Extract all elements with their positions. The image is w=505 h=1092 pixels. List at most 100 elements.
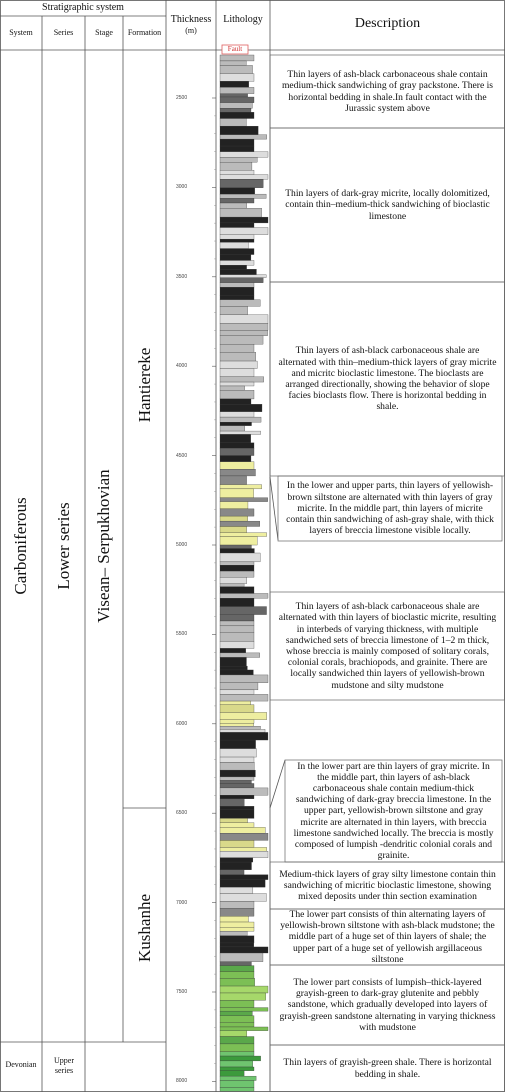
lithology-layer — [219, 544, 252, 549]
lithology-layer — [219, 965, 255, 972]
lithology-layer — [219, 461, 255, 470]
thickness-label: 7000 — [176, 899, 188, 906]
lithology-layer — [219, 411, 255, 418]
lithology-layer — [219, 488, 254, 498]
header-series: Series — [53, 28, 74, 37]
lithology-layer — [219, 187, 255, 195]
lithology-layer — [219, 170, 255, 175]
header-thickness: Thickness — [170, 14, 212, 25]
lithology-layer — [219, 818, 248, 823]
lithology-layer — [219, 360, 258, 369]
lithology-layer — [219, 323, 269, 331]
lithology-layer — [219, 712, 267, 720]
lithology-layer — [219, 809, 255, 819]
description-text: In the lower part are thin layers of gra… — [286, 761, 501, 861]
lithology-layer — [219, 665, 248, 671]
fault-label: Fault — [227, 45, 243, 53]
lithology-layer — [219, 840, 255, 848]
lithology-layer — [219, 1066, 255, 1071]
lithology-layer — [219, 448, 255, 456]
lithology-layer — [219, 162, 253, 171]
lithology-layer — [219, 641, 255, 649]
thickness-label: 7500 — [176, 989, 188, 995]
description-text: Medium-thick layers of gray silty limest… — [271, 863, 504, 908]
lithology-layer — [219, 398, 252, 405]
header-lithology: Lithology — [223, 14, 263, 25]
description-text: Thin layers of ash-black carbonaceous sh… — [271, 283, 504, 475]
lithology-layer — [219, 174, 269, 180]
lithology-layer — [219, 935, 255, 944]
lithology-layer — [219, 625, 255, 633]
lithology-layer — [219, 234, 255, 240]
lithology-layer — [219, 723, 254, 727]
lithology-layer — [219, 674, 269, 683]
lithology-layer — [219, 299, 261, 307]
thickness-label: 5000 — [176, 542, 188, 548]
lithology-layer — [219, 694, 269, 702]
thickness-label: 6000 — [176, 720, 188, 727]
lithology-layer — [219, 216, 269, 224]
lithology-layer — [219, 851, 269, 858]
lithology-layer — [219, 783, 255, 789]
lithology-layer — [219, 1075, 257, 1081]
lithology-layer — [219, 532, 267, 537]
lithology-layer — [219, 1015, 255, 1023]
lithology-layer — [219, 869, 245, 875]
lithology-layer — [219, 806, 255, 810]
lithology-layer — [219, 295, 255, 300]
lithology-layer — [219, 1036, 255, 1045]
lithology-layer — [219, 376, 264, 383]
lithology-layer — [219, 416, 262, 423]
lithology-layer — [219, 260, 255, 266]
formation-label: Kushanhe — [135, 894, 154, 962]
lithology-layer — [219, 1030, 248, 1037]
lithology-layer — [219, 134, 267, 140]
lithology-layer — [219, 632, 255, 642]
lithology-layer — [219, 946, 269, 954]
lithology-layer — [219, 565, 255, 572]
lithology-layer — [219, 404, 263, 412]
lithology-layer — [219, 583, 245, 587]
fault-box — [221, 44, 249, 55]
lithology-layer — [219, 469, 256, 477]
lithology-layer — [219, 227, 269, 235]
lithology-layer — [219, 198, 255, 204]
lithology-layer — [219, 430, 261, 435]
lithology-layer — [219, 520, 260, 527]
lithology-layer — [219, 992, 266, 1001]
lithology-layer — [219, 729, 266, 733]
lithology-layer — [219, 561, 255, 566]
lithology-layer — [219, 1080, 255, 1088]
lithology-layer — [219, 508, 255, 517]
header-group: Stratigraphic system — [42, 2, 124, 13]
lithology-layer — [219, 787, 269, 796]
lithology-layer — [219, 657, 247, 667]
lithology-layer — [219, 586, 255, 594]
lithology-layer — [219, 102, 253, 109]
description-text: Thin layers of ash-black carbonaceous sh… — [271, 593, 504, 699]
description-box — [277, 475, 503, 542]
thickness-label: 4500 — [176, 452, 188, 459]
lithology-layer — [219, 455, 252, 462]
lithology-layer — [219, 515, 248, 522]
lithology-layer — [219, 352, 256, 362]
lithology-layer — [219, 422, 252, 426]
lithology-layer — [219, 125, 259, 135]
lithology-layer — [219, 648, 246, 654]
lithology-layer — [219, 798, 245, 807]
lithology-layer — [219, 971, 255, 979]
lithology-layer — [219, 344, 255, 353]
lithology-layer — [219, 1007, 269, 1012]
lithology-layer — [219, 593, 269, 599]
system-label: Carboniferous — [11, 497, 30, 595]
lithology-layer — [219, 1026, 269, 1031]
lithology-layer — [219, 118, 247, 127]
lithology-layer — [219, 704, 255, 713]
lithology-layer — [219, 151, 269, 158]
lithology-layer — [219, 689, 255, 695]
lithology-layer — [219, 893, 267, 902]
header-stage: Stage — [95, 28, 113, 37]
lithology-layer — [219, 1060, 253, 1068]
lithology-layer — [219, 238, 255, 243]
